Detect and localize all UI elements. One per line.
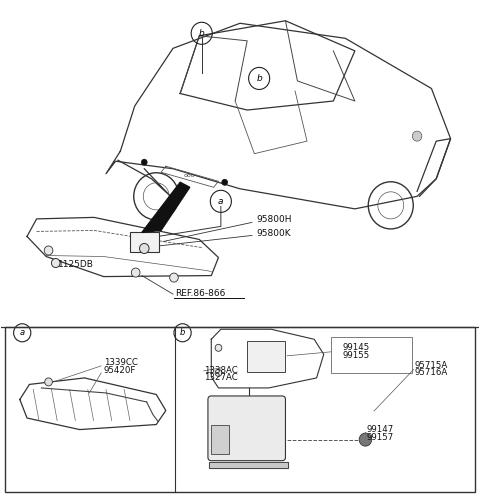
Text: a: a [20,328,25,337]
Text: 95420F: 95420F [104,366,136,375]
Text: 99157: 99157 [367,433,394,442]
FancyBboxPatch shape [208,396,286,461]
Text: ooo: ooo [184,173,195,178]
Circle shape [359,433,372,446]
Circle shape [215,369,222,376]
Circle shape [169,273,178,282]
Text: 95715A: 95715A [415,361,448,370]
FancyBboxPatch shape [211,425,229,454]
Text: b: b [199,29,204,38]
Text: a: a [218,197,224,206]
Text: 99155: 99155 [343,351,370,360]
Text: 95716A: 95716A [415,368,448,377]
Text: REF.86-866: REF.86-866 [175,289,226,298]
FancyBboxPatch shape [130,232,158,252]
Circle shape [44,246,53,255]
Bar [5,327,475,492]
Polygon shape [209,462,288,468]
Text: 95800H: 95800H [257,215,292,224]
Text: 1339CC: 1339CC [104,358,137,367]
Text: 1327AC: 1327AC [204,373,238,382]
Text: 99147: 99147 [367,425,394,434]
Circle shape [215,344,222,351]
Text: b: b [180,328,185,337]
Circle shape [142,159,147,165]
Circle shape [45,378,52,386]
Circle shape [412,131,422,141]
Circle shape [140,243,149,254]
Polygon shape [142,182,190,232]
Text: b: b [256,74,262,83]
Circle shape [51,259,60,268]
FancyBboxPatch shape [247,341,285,372]
Text: 1338AC: 1338AC [204,366,238,375]
Text: 1125DB: 1125DB [58,260,94,269]
Text: 99145: 99145 [343,344,370,352]
Circle shape [132,268,140,277]
Bar [331,337,412,373]
Text: 95800K: 95800K [257,229,291,238]
Circle shape [222,179,228,185]
